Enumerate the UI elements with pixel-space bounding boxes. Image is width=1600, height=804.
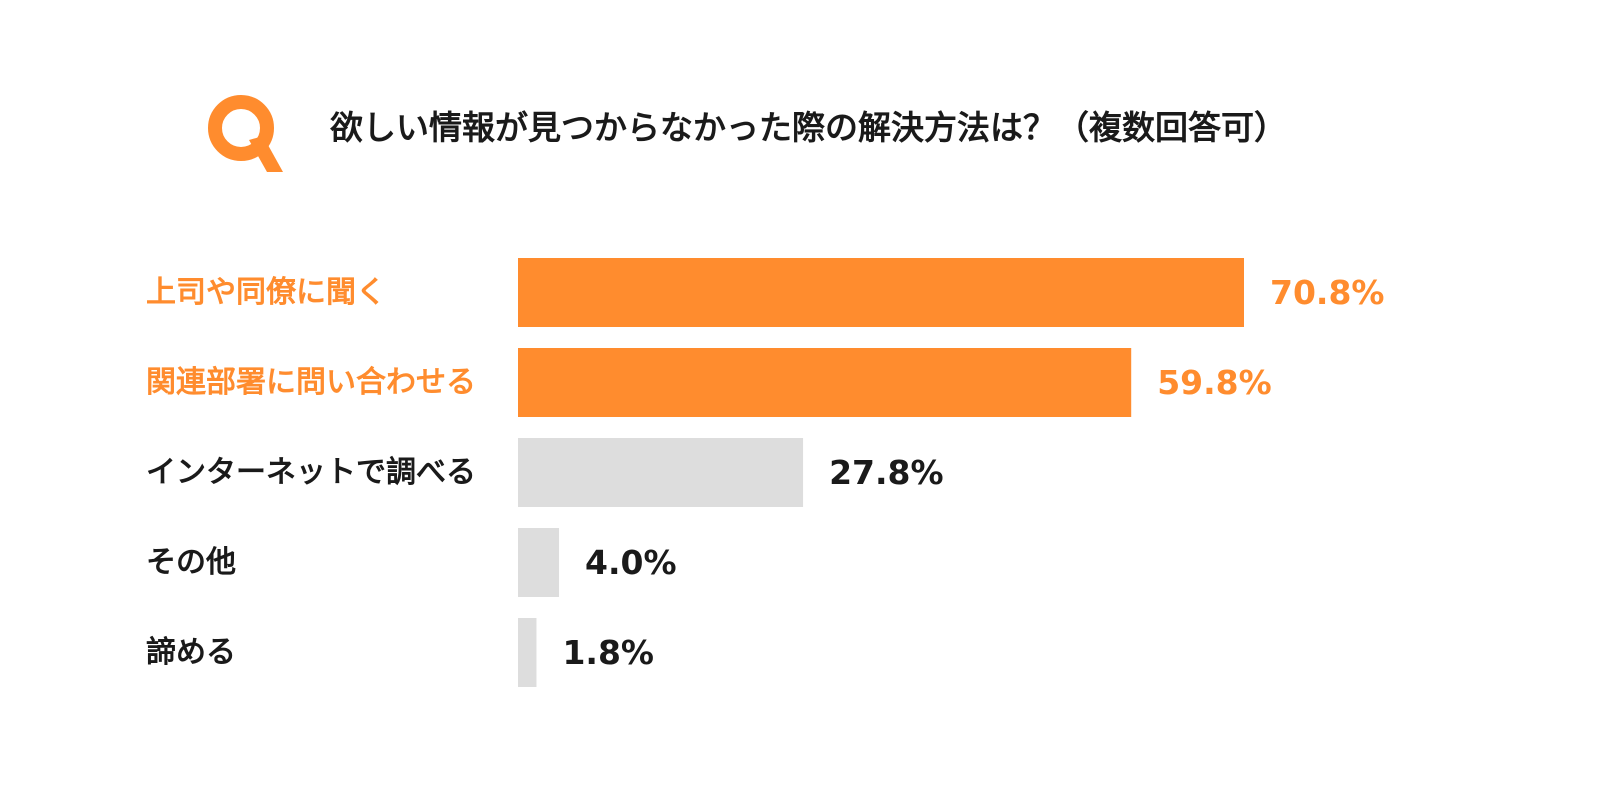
bar (518, 258, 1244, 327)
value-label: 59.8% (1157, 363, 1272, 402)
category-label: その他 (146, 545, 236, 580)
bar (518, 348, 1132, 417)
value-label: 4.0% (585, 543, 677, 582)
category-label: 諦める (146, 635, 236, 670)
bar (518, 438, 804, 507)
category-label: 上司や同僚に聞く (146, 275, 386, 310)
category-label: インターネットで調べる (146, 455, 476, 490)
bar (518, 618, 537, 687)
q-icon (208, 95, 283, 172)
value-label: 1.8% (562, 633, 654, 672)
question-title: 欲しい情報が見つからなかった際の解決方法は？（複数回答可） (330, 108, 1287, 147)
bar (518, 528, 560, 597)
value-label: 27.8% (829, 453, 944, 492)
value-label: 70.8% (1270, 273, 1385, 312)
category-label: 関連部署に問い合わせる (146, 365, 476, 400)
